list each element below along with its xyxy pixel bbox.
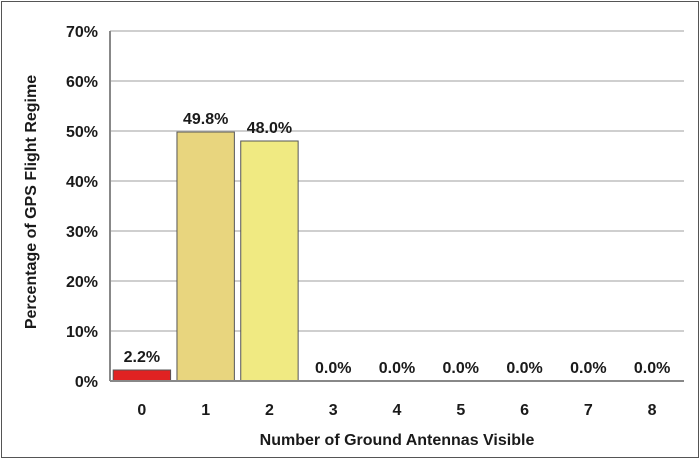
y-tick-label: 50% [66,124,98,141]
data-label: 49.8% [183,111,228,128]
data-label: 48.0% [247,120,292,137]
x-tick-label: 0 [137,402,146,419]
y-tick-label: 20% [66,274,98,291]
x-tick-label: 8 [648,402,657,419]
bar [112,369,172,382]
x-tick-label: 5 [456,402,465,419]
data-label: 0.0% [570,360,606,377]
y-axis-title: Percentage of GPS Flight Regime [23,75,40,329]
data-label: 0.0% [315,360,351,377]
data-label: 2.2% [124,349,160,366]
data-label: 0.0% [506,360,542,377]
y-tick-label: 0% [75,374,98,391]
y-axis-ticks: 0% 10% 20% 30% 40% 50% 60% 70% [66,24,98,391]
y-tick-label: 10% [66,324,98,341]
bars [112,131,299,382]
x-tick-label: 2 [265,402,274,419]
y-tick-label: 60% [66,74,98,91]
bar-chart: 0% 10% 20% 30% 40% 50% 60% 70% 2.2% 49.8% 48.0% 0.… [23,24,684,449]
x-tick-label: 6 [520,402,529,419]
data-label: 0.0% [443,360,479,377]
data-labels: 2.2% 49.8% 48.0% 0.0% 0.0% 0.0% 0.0% 0.0% 0.0% [124,111,671,377]
data-label: 0.0% [634,360,670,377]
x-tick-label: 3 [329,402,338,419]
y-tick-label: 30% [66,224,98,241]
x-axis-ticks: 0 1 2 3 4 5 6 7 8 [137,402,656,419]
data-label: 0.0% [379,360,415,377]
bar [240,140,299,382]
x-tick-label: 1 [201,402,210,419]
x-tick-label: 7 [584,402,593,419]
y-tick-label: 40% [66,174,98,191]
x-axis-title: Number of Ground Antennas Visible [260,432,535,449]
bar [176,131,235,382]
axes [109,31,684,382]
y-tick-label: 70% [66,24,98,41]
x-tick-label: 4 [393,402,402,419]
